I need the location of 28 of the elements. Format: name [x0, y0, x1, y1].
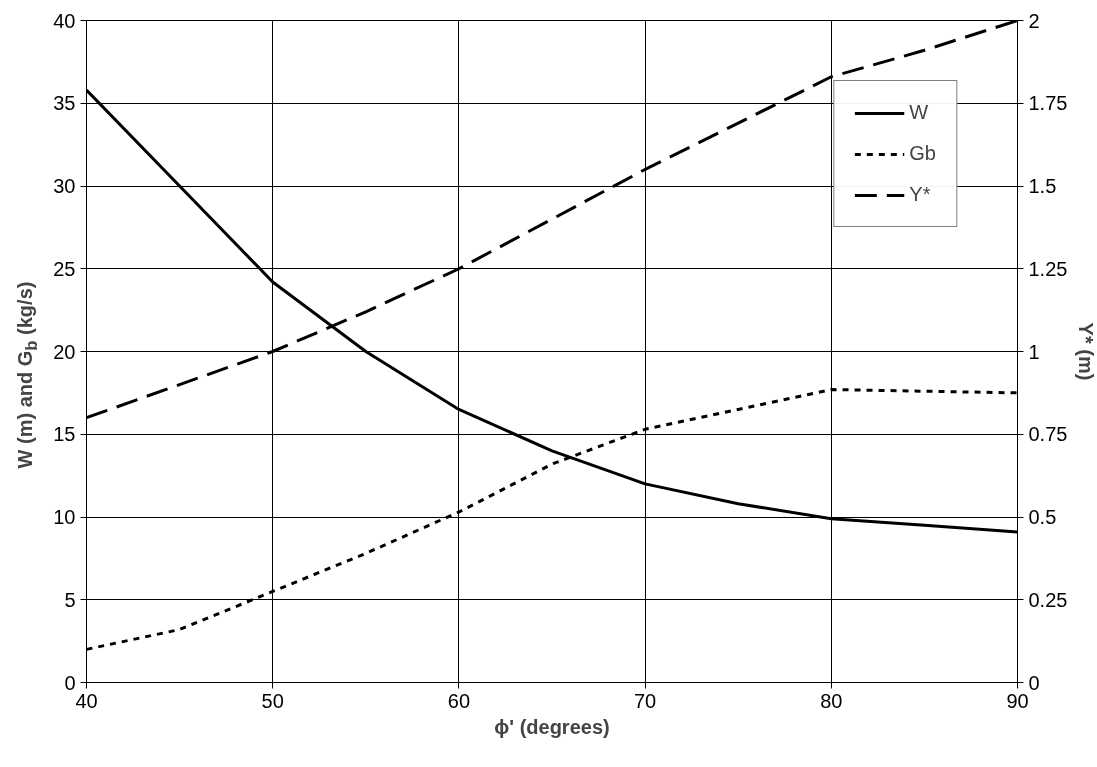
y2-tick-label: 0	[1028, 671, 1040, 694]
y-tick-label: 10	[53, 506, 76, 528]
y2-tick-label: 1.25	[1028, 257, 1068, 280]
x-tick-label: 50	[261, 689, 284, 712]
legend-label: Gb	[909, 142, 936, 165]
y-tick-label: 30	[53, 175, 76, 197]
y2-tick-label: 0.25	[1028, 588, 1068, 611]
y-tick-label: 35	[53, 92, 76, 115]
y-tick-label: 40	[53, 9, 76, 32]
y2-tick-label: 1	[1028, 340, 1040, 363]
legend-label: W	[909, 101, 930, 124]
y2-tick-label: 1.5	[1028, 175, 1057, 197]
y2-axis-title: Y* (m)	[1075, 322, 1097, 381]
x-tick-label: 90	[1006, 689, 1029, 712]
legend-label: Y*	[909, 183, 931, 206]
x-tick-label: 70	[633, 689, 657, 712]
y-tick-label: 15	[53, 423, 76, 446]
y2-tick-label: 2	[1028, 9, 1040, 32]
y2-tick-label: 1.75	[1028, 92, 1068, 115]
y-tick-label: 20	[53, 340, 76, 363]
y2-tick-label: 0.5	[1028, 506, 1057, 528]
x-tick-label: 80	[820, 689, 843, 712]
y-tick-label: 0	[64, 671, 76, 694]
y-tick-label: 25	[53, 257, 76, 280]
y-tick-label: 5	[64, 588, 76, 611]
x-axis-title: ϕ' (degrees)	[494, 715, 610, 738]
x-tick-label: 60	[447, 689, 471, 712]
y2-tick-label: 0.75	[1028, 423, 1068, 446]
